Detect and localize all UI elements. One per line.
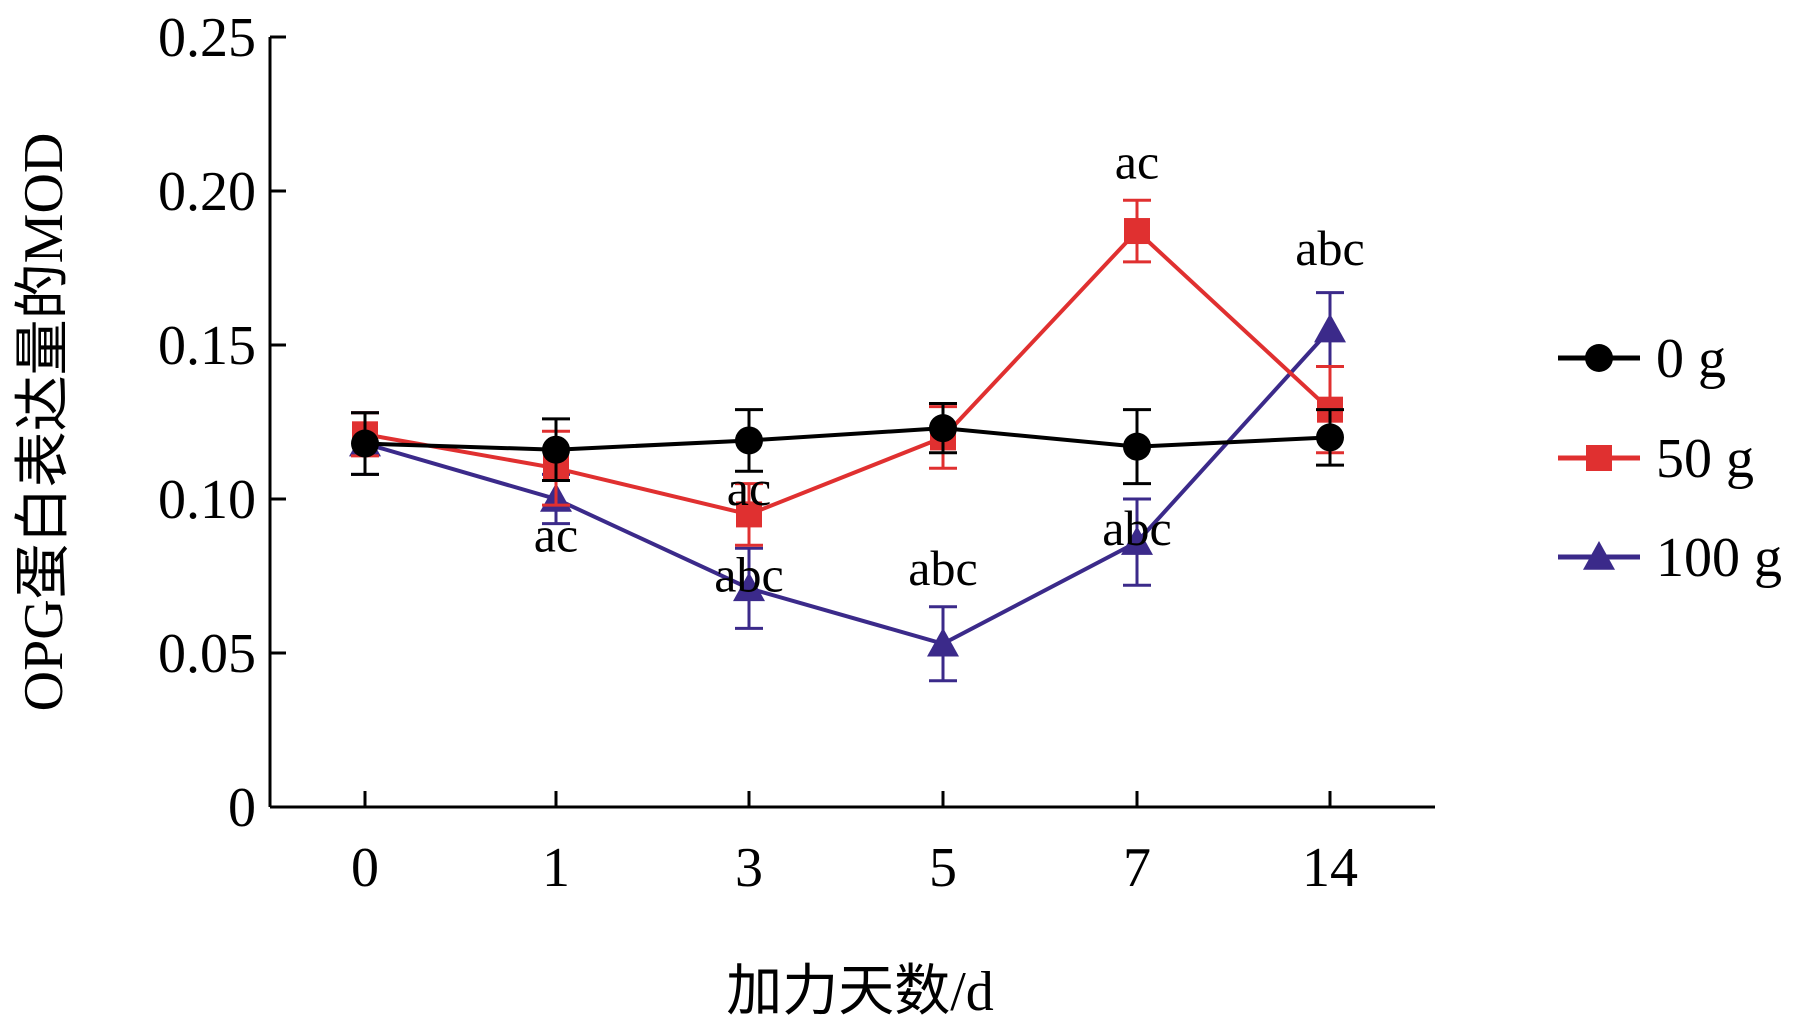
legend-item: 0 g xyxy=(1558,328,1726,390)
legend-item: 50 g xyxy=(1558,428,1754,490)
data-point xyxy=(1124,218,1150,245)
significance-label: abc xyxy=(908,540,977,596)
significance-label: abc xyxy=(1102,500,1171,556)
data-point xyxy=(927,627,959,657)
y-ticks: 0 0.05 0.10 0.15 0.20 0.25 xyxy=(158,7,286,839)
x-tick-label: 14 xyxy=(1302,837,1358,899)
series-50g xyxy=(351,198,1344,547)
series-line xyxy=(364,228,1332,517)
x-tick-label: 5 xyxy=(929,837,957,899)
series-100g xyxy=(349,291,1346,683)
data-point xyxy=(735,426,763,455)
data-point xyxy=(351,429,379,458)
y-tick-label: 0.20 xyxy=(158,161,256,223)
axes xyxy=(268,37,1435,809)
x-tick-label: 3 xyxy=(735,837,763,899)
significance-label: ac xyxy=(1115,134,1159,190)
data-point xyxy=(1316,423,1344,452)
data-point xyxy=(736,501,762,528)
data-point xyxy=(733,572,765,602)
x-ticks: 0 1 3 5 7 14 xyxy=(351,791,1358,899)
data-point xyxy=(1314,313,1346,343)
y-tick-label: 0.25 xyxy=(158,7,256,69)
series xyxy=(349,198,1346,683)
legend-marker xyxy=(1585,344,1613,372)
series-line xyxy=(364,328,1332,646)
y-axis-label: OPG蛋白表达量的MOD xyxy=(13,133,75,712)
data-point xyxy=(1123,432,1151,461)
y-tick-label: 0.05 xyxy=(158,623,256,685)
legend-label: 0 g xyxy=(1656,328,1726,390)
series-0g xyxy=(351,402,1344,486)
data-point xyxy=(929,414,957,443)
x-tick-label: 1 xyxy=(542,837,570,899)
y-tick-label: 0.15 xyxy=(158,315,256,377)
legend: 0 g 50 g 100 g xyxy=(1558,328,1782,589)
x-tick-label: 7 xyxy=(1123,837,1151,899)
data-point xyxy=(542,435,570,464)
legend-label: 100 g xyxy=(1656,527,1782,589)
y-tick-label: 0 xyxy=(228,777,256,839)
legend-label: 50 g xyxy=(1656,428,1754,490)
series-line xyxy=(364,426,1331,452)
significance-label: ac xyxy=(534,506,578,562)
x-tick-label: 0 xyxy=(351,837,379,899)
significance-label: abc xyxy=(1295,220,1364,276)
legend-item: 100 g xyxy=(1558,527,1782,589)
data-point xyxy=(1121,526,1153,555)
annotations: ac ac abc abc abc ac abc xyxy=(534,134,1365,603)
legend-marker xyxy=(1583,541,1615,570)
y-tick-label: 0.10 xyxy=(158,469,256,531)
legend-marker xyxy=(1586,445,1612,471)
significance-label: abc xyxy=(714,546,783,602)
significance-label: ac xyxy=(727,460,771,516)
x-axis-label: 加力天数/d xyxy=(726,961,994,1023)
